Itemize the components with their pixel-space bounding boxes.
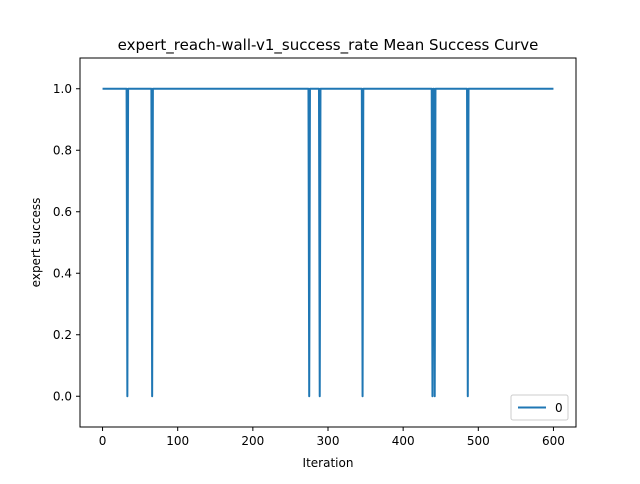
x-axis-label: Iteration xyxy=(303,456,354,470)
chart-title: expert_reach-wall-v1_success_rate Mean S… xyxy=(118,36,539,55)
x-tick-label: 0 xyxy=(99,434,107,448)
x-tick-label: 600 xyxy=(542,434,565,448)
legend-label: 0 xyxy=(555,401,563,415)
y-tick-label: 0.6 xyxy=(53,205,72,219)
plot-area xyxy=(79,57,577,428)
y-axis: 0.0 0.2 0.4 0.6 0.8 1.0 xyxy=(53,82,80,403)
x-tick-label: 400 xyxy=(392,434,415,448)
x-tick-label: 300 xyxy=(317,434,340,448)
y-tick-label: 1.0 xyxy=(53,82,72,96)
y-tick-label: 0.8 xyxy=(53,143,72,157)
x-axis: 0 100 200 300 400 500 600 xyxy=(99,427,565,448)
series-line-0 xyxy=(102,87,554,398)
x-tick-label: 100 xyxy=(166,434,189,448)
series-layer xyxy=(102,87,554,398)
y-axis-label: expert success xyxy=(29,198,43,288)
y-tick-label: 0.4 xyxy=(53,266,72,280)
y-tick-label: 0.0 xyxy=(53,389,72,403)
x-tick-label: 500 xyxy=(467,434,490,448)
legend: 0 xyxy=(510,394,569,421)
y-tick-label: 0.2 xyxy=(53,328,72,342)
x-tick-label: 200 xyxy=(241,434,264,448)
